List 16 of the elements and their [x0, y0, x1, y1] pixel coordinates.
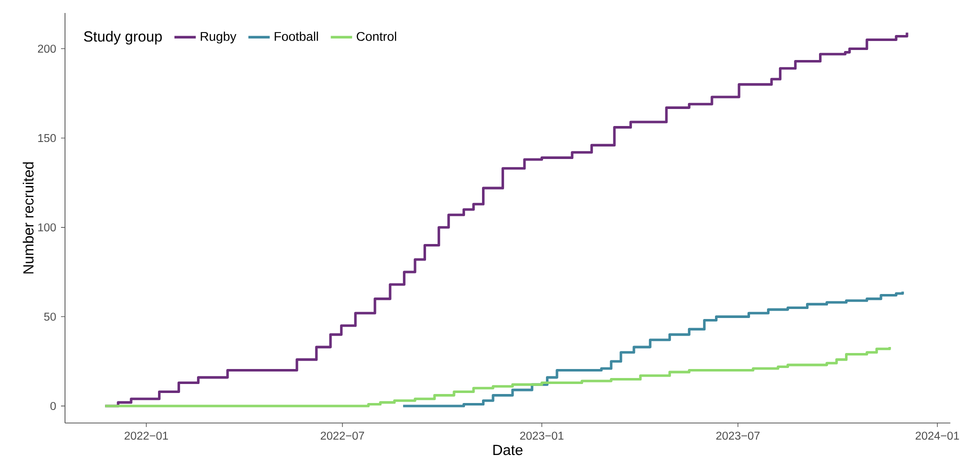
x-axis-title: Date [493, 444, 523, 456]
y-tick-label: 50 [44, 312, 56, 321]
x-tick-label: 2022−01 [124, 432, 168, 440]
x-tick-label: 2024−01 [916, 432, 959, 440]
x-tick-label: 2022−07 [320, 432, 364, 440]
y-tick-label: 150 [38, 134, 56, 142]
legend-label: Rugby [200, 32, 236, 44]
legend-label: Control [356, 32, 396, 41]
legend-label: Football [274, 32, 318, 41]
x-tick-label: 2023−07 [716, 432, 760, 440]
y-axis-title: Number recruited [22, 162, 34, 274]
y-tick-label: 100 [38, 223, 56, 232]
y-tick-label: 0 [50, 402, 56, 410]
legend-title: Study group [84, 30, 162, 45]
x-tick-label: 2023−01 [520, 432, 564, 440]
y-tick-label: 200 [38, 44, 56, 53]
